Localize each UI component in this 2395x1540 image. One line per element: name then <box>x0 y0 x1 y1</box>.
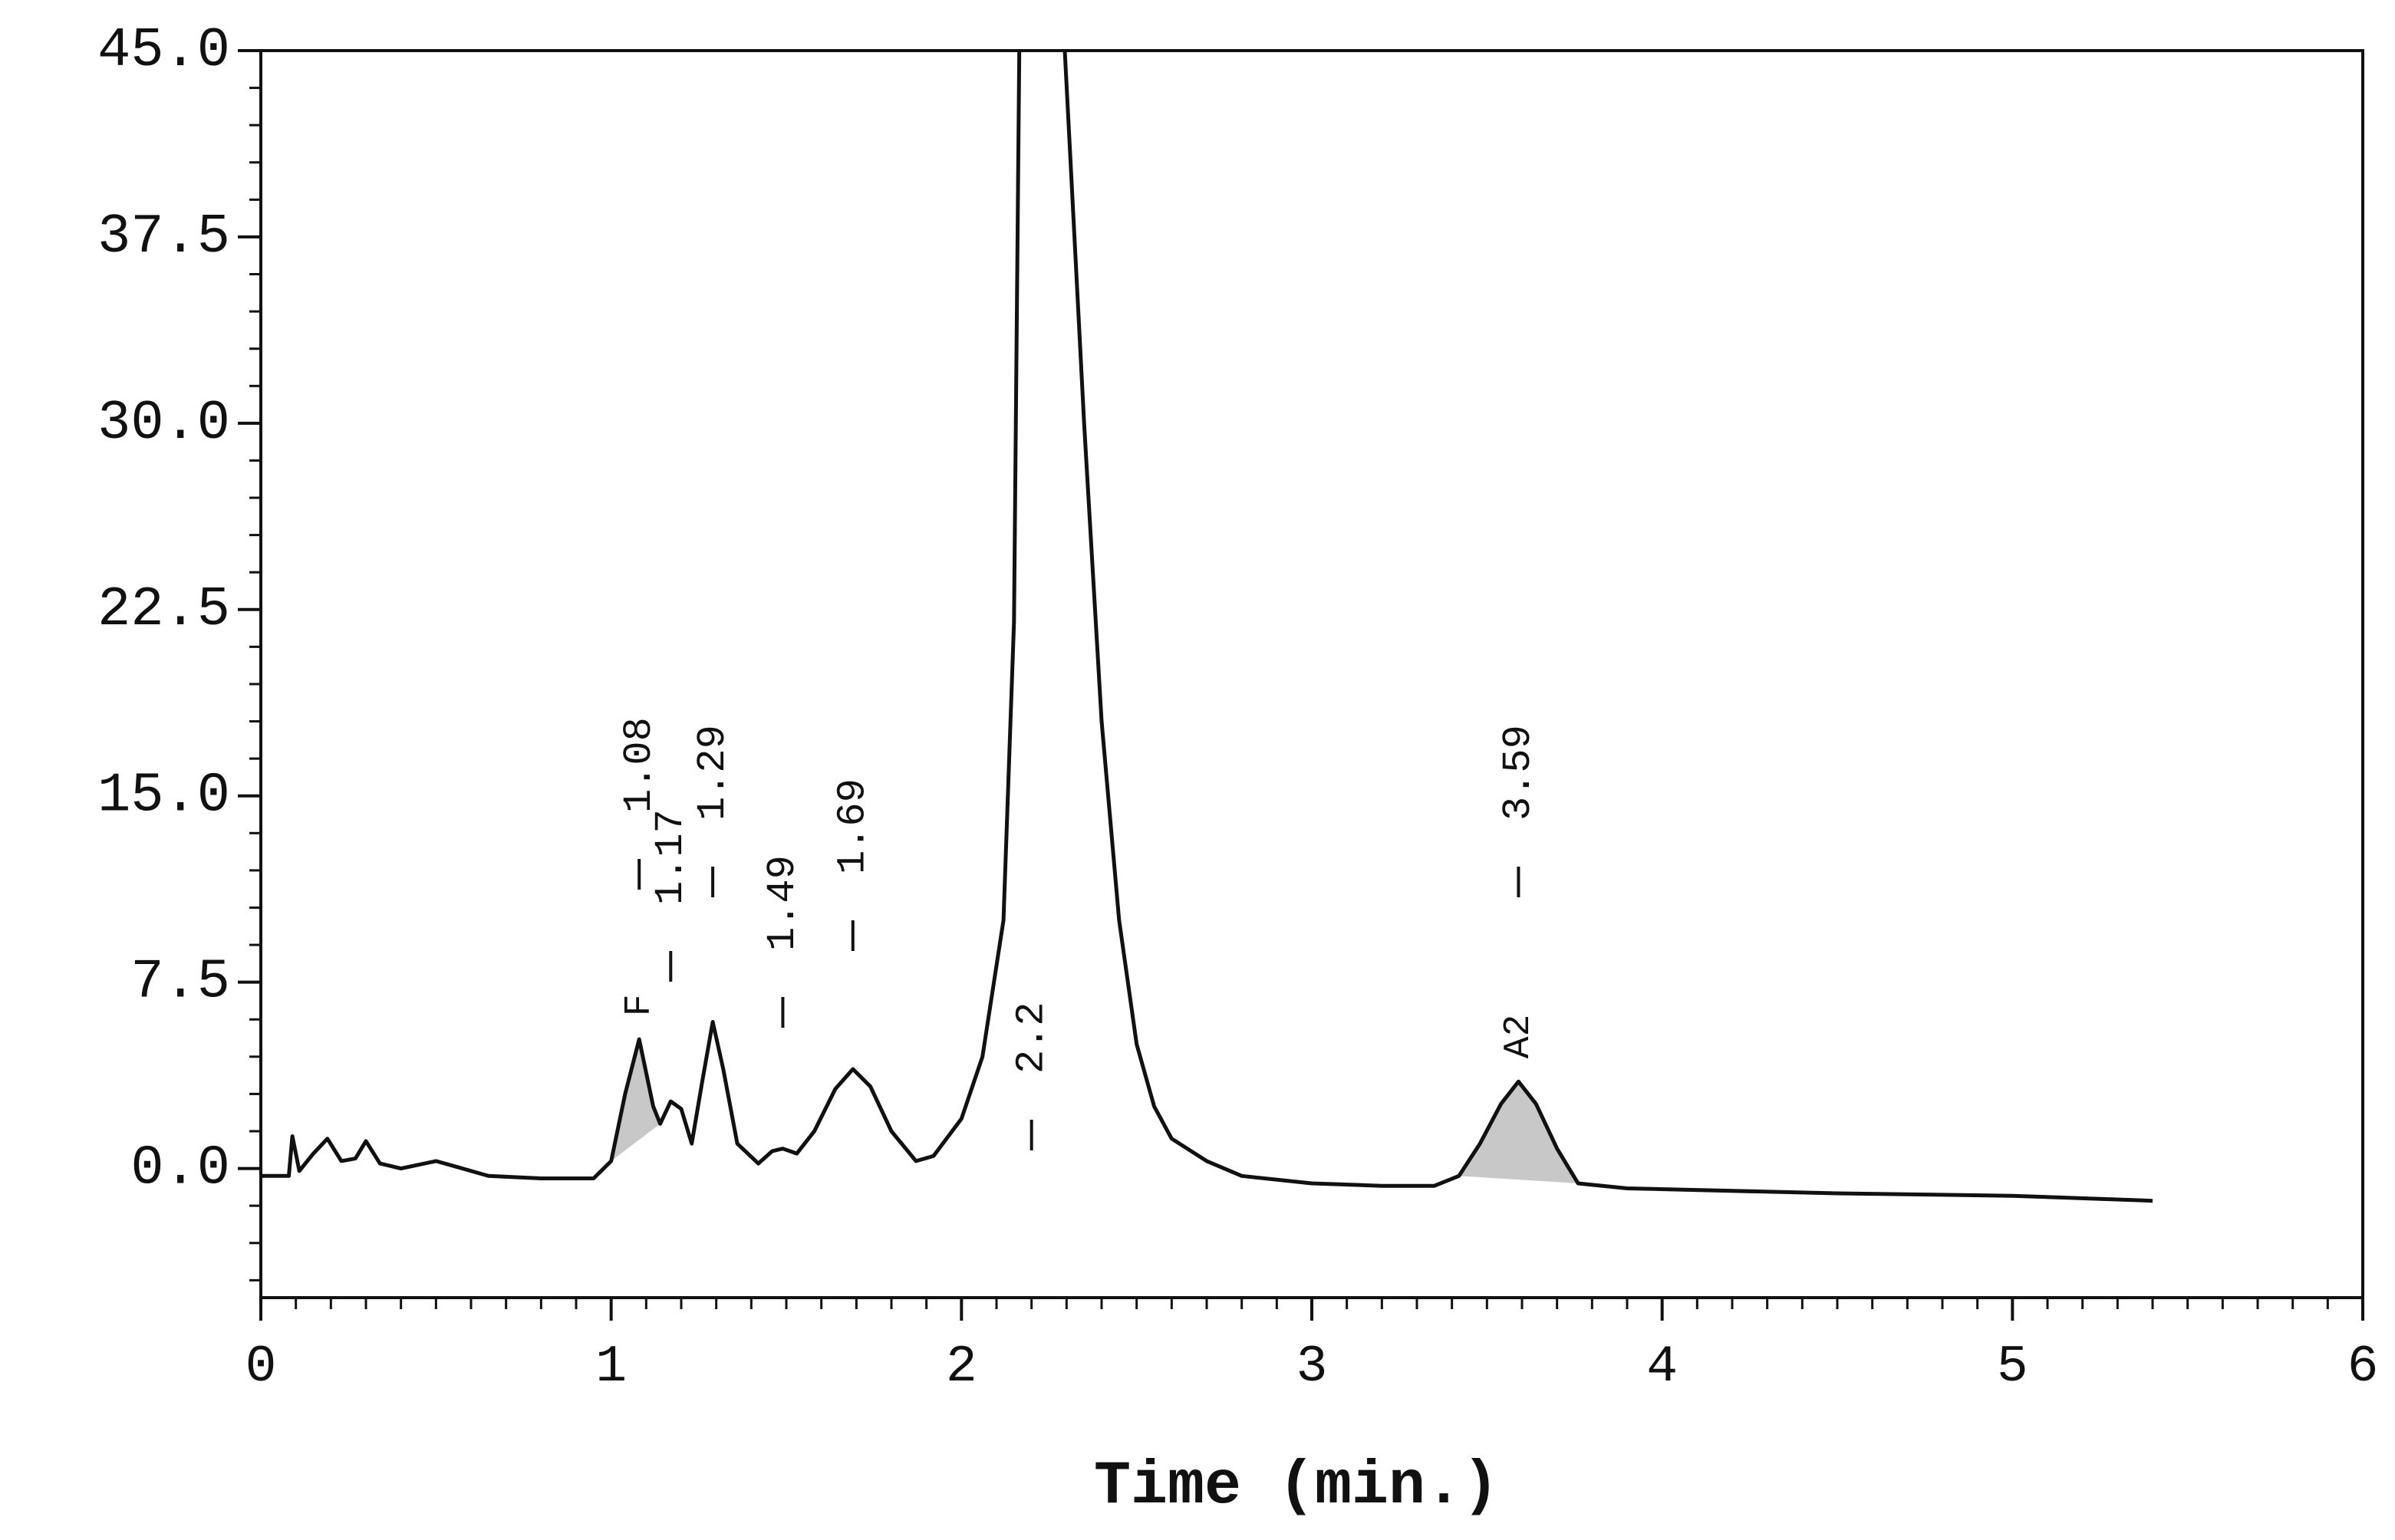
y-tick-label: 37.5 <box>97 206 230 268</box>
peak-label: 1.17 <box>648 809 693 905</box>
shaded-peak <box>611 1039 661 1161</box>
x-tick-label: 2 <box>946 1338 977 1397</box>
x-tick-label: 6 <box>2347 1338 2379 1397</box>
peak-label: 3.59 <box>1496 725 1541 821</box>
x-tick-label: 3 <box>1296 1338 1328 1397</box>
peak-label: 1.69 <box>831 778 876 874</box>
x-tick-label: 5 <box>1997 1338 2028 1397</box>
y-tick-label: 22.5 <box>97 578 230 641</box>
peak-name: A2 <box>1498 1015 1540 1059</box>
peak-name: F <box>619 994 661 1016</box>
x-axis-title: Time (min.) <box>1094 1452 1499 1522</box>
y-tick-label: 30.0 <box>97 392 230 455</box>
peak-label: 2.2 <box>1009 1002 1054 1074</box>
y-tick-label: 15.0 <box>97 765 230 828</box>
x-tick-label: 0 <box>245 1338 277 1397</box>
x-tick-label: 1 <box>595 1338 627 1397</box>
y-tick-label: 7.5 <box>130 951 230 1014</box>
trace <box>261 50 2153 1203</box>
peak-label: 1.49 <box>760 855 805 951</box>
peak-label: 1.08 <box>617 717 662 813</box>
shaded-peak <box>1458 1081 1579 1184</box>
x-tick-label: 4 <box>1646 1338 1678 1397</box>
plot-frame <box>259 49 2364 1299</box>
y-tick-label: 0.0 <box>130 1137 230 1200</box>
peak-label: 1.29 <box>690 725 736 821</box>
y-tick-label: 45.0 <box>97 19 230 82</box>
